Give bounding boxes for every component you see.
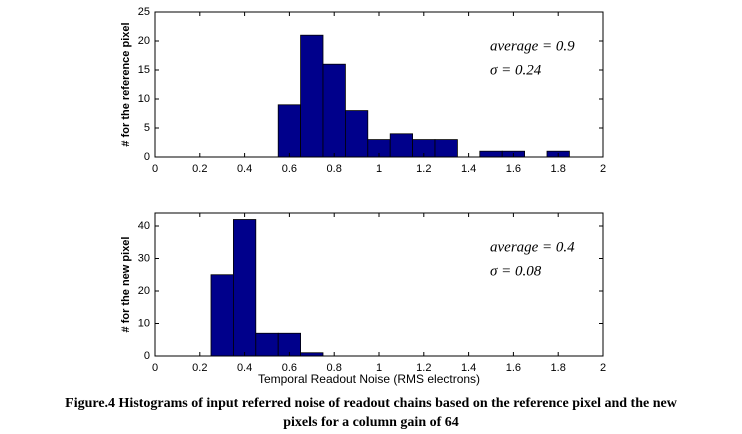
y-tick-label: 0 [144, 350, 150, 362]
x-tick-label: 0.4 [237, 163, 252, 175]
x-tick-label: 2 [600, 362, 606, 374]
x-tick-label: 0.2 [192, 362, 207, 374]
x-tick-label: 1.2 [416, 163, 431, 175]
y-tick-label: 5 [144, 122, 150, 134]
x-tick-label: 1.8 [551, 163, 566, 175]
bar [277, 104, 302, 158]
caption-line: pixels for a column gain of 64 [283, 415, 459, 430]
x-tick-label: 1.8 [551, 362, 566, 374]
y-tick-label: 0 [144, 151, 150, 163]
caption-line: Figure.4 Histograms of input referred no… [65, 396, 678, 411]
bar [255, 332, 279, 357]
y-tick-label: 30 [138, 252, 150, 264]
x-tick-label: 2 [600, 163, 606, 175]
x-tick-label: 0.6 [282, 362, 297, 374]
bar [210, 274, 234, 357]
y-axis-label: # for the reference pixel [120, 22, 132, 146]
bar [232, 219, 257, 357]
y-axis-label: # for the new pixel [120, 237, 132, 333]
x-tick-label: 0.8 [327, 163, 342, 175]
bar [479, 150, 503, 158]
bar [300, 34, 324, 158]
bar [389, 133, 414, 158]
y-tick-label: 40 [138, 220, 150, 232]
x-tick-label: 1.2 [416, 362, 431, 374]
x-tick-label: 0.2 [192, 163, 207, 175]
bar [434, 139, 458, 158]
y-tick-label: 10 [138, 93, 150, 105]
annotation: average = 0.9 [490, 38, 575, 54]
annotation: σ = 0.24 [490, 62, 542, 78]
x-tick-label: 1 [376, 362, 382, 374]
y-tick-label: 15 [138, 64, 150, 76]
y-tick-label: 20 [138, 35, 150, 47]
x-tick-label: 1 [376, 163, 382, 175]
y-tick-label: 25 [138, 6, 150, 18]
y-tick-label: 10 [138, 317, 150, 329]
x-tick-label: 1.6 [506, 362, 521, 374]
annotation: average = 0.4 [490, 239, 575, 255]
x-tick-label: 0 [152, 163, 158, 175]
x-tick-label: 1.4 [461, 163, 476, 175]
x-tick-label: 0.8 [327, 362, 342, 374]
x-tick-label: 0.4 [237, 362, 252, 374]
annotation: σ = 0.08 [490, 263, 542, 279]
axes-box [154, 11, 604, 158]
x-tick-label: 0 [152, 362, 158, 374]
bar [322, 63, 346, 158]
bar [344, 110, 369, 158]
y-tick-label: 20 [138, 285, 150, 297]
x-tick-label: 1.6 [506, 163, 521, 175]
x-axis-label: Temporal Readout Noise (RMS electrons) [258, 372, 480, 386]
x-tick-label: 0.6 [282, 163, 297, 175]
x-tick-label: 1.4 [461, 362, 476, 374]
